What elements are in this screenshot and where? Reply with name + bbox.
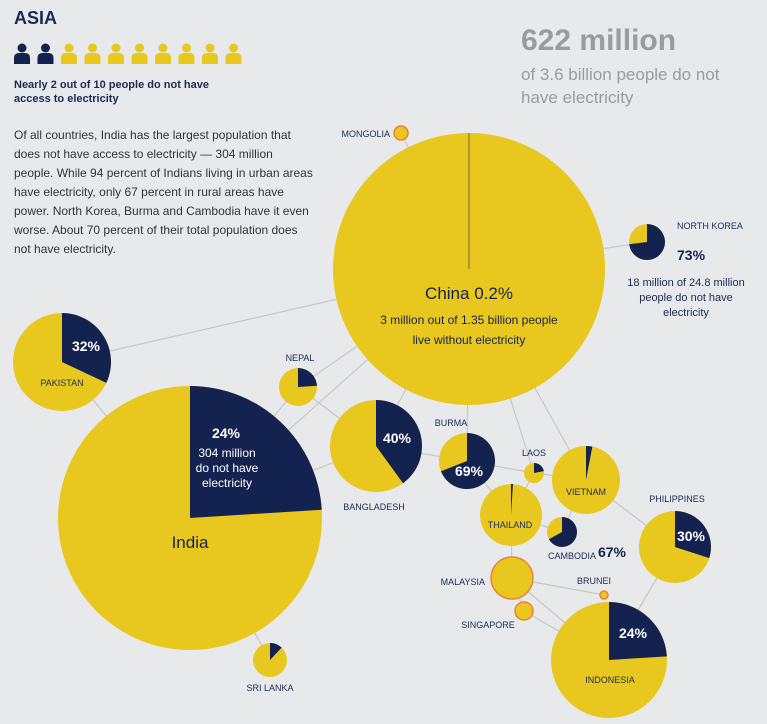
percent-label: 73% [677, 247, 706, 263]
country-label: VIETNAM [566, 487, 606, 497]
annotation-text: electricity [202, 476, 252, 490]
country-label: India [172, 533, 209, 552]
percent-label: 30% [677, 528, 706, 544]
people-icon-row [14, 43, 242, 64]
country-label: CAMBODIA [548, 551, 596, 561]
country-label: BURMA [435, 418, 468, 428]
country-label: BRUNEI [577, 576, 611, 586]
country-china: China 0.2% 3 million out of 1.35 billion … [333, 133, 605, 405]
country-label: SINGAPORE [461, 620, 515, 630]
pie-slice [586, 446, 593, 480]
country-philippines: PHILIPPINES 30% [639, 494, 711, 583]
pie-slice [376, 400, 423, 484]
country-indonesia: INDONESIA 24% [551, 602, 667, 718]
country-label: MONGOLIA [341, 129, 390, 139]
person-icon [61, 43, 77, 64]
person-icon [84, 43, 101, 64]
country-north-korea: NORTH KOREA 73% 18 million of 24.8 million… [627, 221, 744, 319]
pie-slice [440, 433, 496, 490]
percent-label: 67% [598, 544, 627, 560]
person-icon [37, 43, 54, 64]
percent-label: 32% [72, 338, 101, 354]
country-thailand: THAILAND [480, 484, 542, 546]
person-icon [202, 43, 218, 64]
person-icon [155, 43, 171, 64]
pie-slice [534, 463, 544, 473]
country-pakistan: PAKISTAN 32% [13, 313, 111, 411]
annotation-text: 18 million of 24.8 million [627, 277, 744, 289]
person-icon [178, 43, 195, 64]
percent-label: 24% [212, 425, 241, 441]
pie-slice [675, 511, 711, 559]
pie-background [514, 601, 534, 621]
pie-slice [298, 368, 317, 387]
country-label: PAKISTAN [40, 378, 83, 388]
person-icon [225, 43, 242, 64]
country-mongolia: MONGOLIA [341, 125, 409, 141]
country-malaysia: MALAYSIA [441, 556, 534, 600]
country-label: BANGLADESH [343, 502, 405, 512]
pie-slice [270, 643, 282, 660]
country-label: INDONESIA [585, 675, 635, 685]
region-title: ASIA [14, 8, 58, 28]
percent-label: 69% [455, 463, 484, 479]
country-singapore: SINGAPORE [461, 601, 534, 630]
country-label: NEPAL [286, 353, 315, 363]
body-paragraph: Of all countries, India has the largest … [14, 128, 313, 256]
pie-slice [62, 313, 111, 383]
pie-background [393, 125, 409, 141]
country-label: PHILIPPINES [649, 494, 705, 504]
annotation-text: live without electricity [413, 333, 526, 347]
annotation-text: do not have [196, 461, 259, 475]
country-vietnam: VIETNAM [552, 446, 620, 514]
headline-subtitle: of 3.6 billion people do not have electr… [521, 65, 720, 107]
pie-slice [629, 224, 665, 260]
percent-label: 24% [619, 625, 648, 641]
headline-number: 622 million [521, 24, 677, 57]
person-icon [131, 43, 148, 64]
pie-background [599, 590, 609, 600]
country-label: LAOS [522, 448, 546, 458]
person-icon [108, 43, 124, 64]
country-label: NORTH KOREA [677, 221, 743, 231]
person-icon [14, 43, 30, 64]
percent-label: 40% [383, 430, 412, 446]
annotation-text: 3 million out of 1.35 billion people [380, 313, 558, 327]
country-bangladesh: BANGLADESH 40% [330, 400, 423, 512]
pie-slice [190, 386, 322, 518]
country-laos: LAOS [522, 448, 546, 483]
country-sri-lanka: SRI LANKA [246, 643, 294, 693]
pie-background [490, 556, 534, 600]
country-label: China 0.2% [425, 284, 513, 303]
annotation-text: electricity [663, 307, 709, 319]
country-nepal: NEPAL [279, 353, 317, 406]
annotation-text: 304 million [198, 446, 255, 460]
country-label: SRI LANKA [246, 683, 293, 693]
country-label: THAILAND [488, 520, 533, 530]
pie-slice [511, 484, 513, 515]
country-burma: BURMA 69% [435, 418, 496, 490]
annotation-text: people do not have [639, 292, 733, 304]
country-label: MALAYSIA [441, 577, 485, 587]
country-cambodia: CAMBODIA 67% [547, 517, 627, 561]
stat-caption: Nearly 2 out of 10 people do not have ac… [14, 79, 209, 105]
pie-slice [548, 517, 578, 547]
pie-slice [609, 602, 667, 660]
country-brunei: BRUNEI [577, 576, 611, 600]
